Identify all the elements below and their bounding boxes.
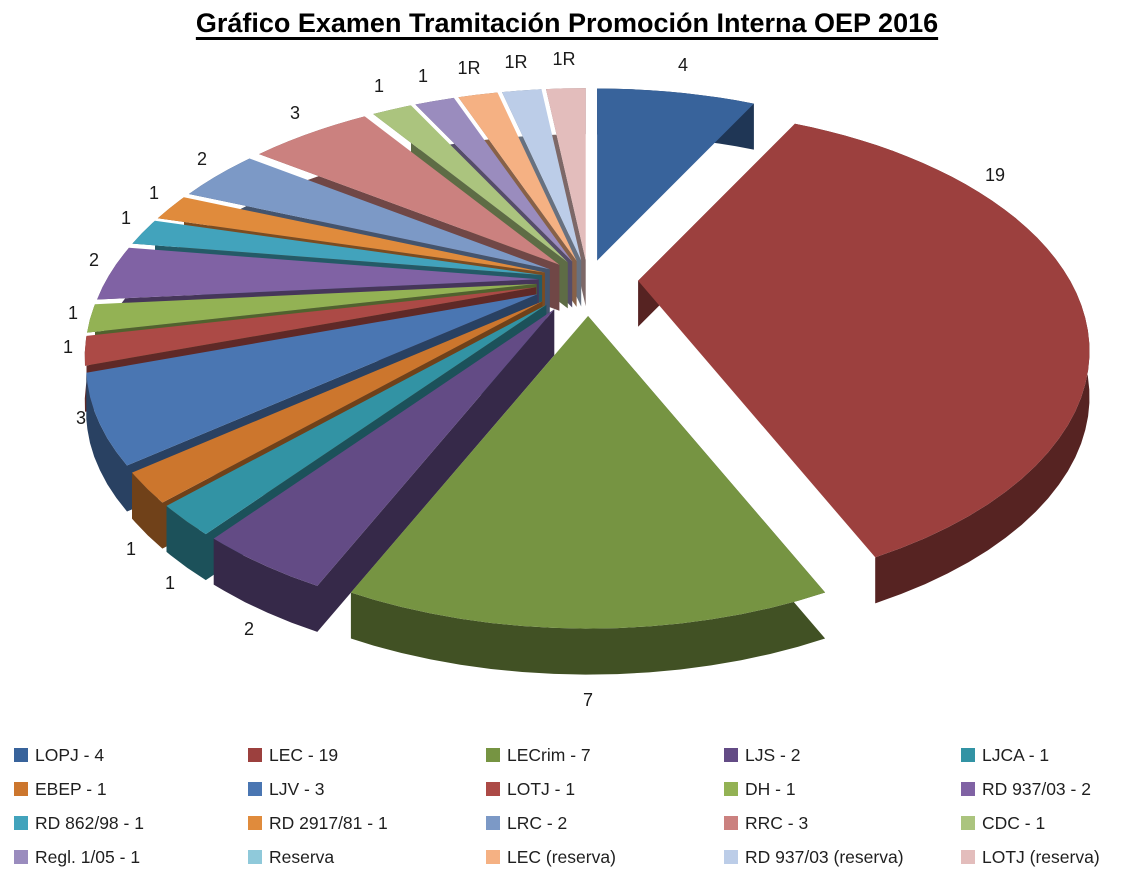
chart-title: Gráfico Examen Tramitación Promoción Int… [195, 8, 939, 38]
slice-label-dh: 1 [68, 303, 78, 323]
slice-label-rd-2917-81: 1 [149, 183, 159, 203]
slice-label-ljs: 2 [244, 619, 254, 639]
pie-slice-lopj [597, 88, 754, 307]
slice-label-lrc: 2 [197, 149, 207, 169]
slice-label-cdc: 1 [374, 76, 384, 96]
slice-label-regl-1-05: 1 [418, 66, 428, 86]
slice-label-ljv: 3 [76, 408, 86, 428]
pie-slice-lec [638, 123, 1090, 604]
slice-label-lec: 19 [985, 165, 1005, 185]
slice-label-lec-reserva-: 1R [457, 58, 480, 78]
pie-slice-lecrim [350, 316, 826, 675]
slice-label-rrc: 3 [290, 103, 300, 123]
slice-label-rd-862-98: 1 [121, 208, 131, 228]
slice-label-ljca: 1 [165, 573, 175, 593]
slice-label-rd-937-03-reserva-: 1R [504, 52, 527, 72]
slice-label-ebep: 1 [126, 539, 136, 559]
slice-label-lecrim: 7 [583, 690, 593, 710]
slice-label-lopj: 4 [678, 55, 688, 75]
pie-slice-ljs [213, 309, 555, 632]
slice-label-rd-937-03: 2 [89, 250, 99, 270]
slice-label-lotj: 1 [63, 337, 73, 357]
slice-label-lotj-reserva-: 1R [552, 49, 575, 69]
